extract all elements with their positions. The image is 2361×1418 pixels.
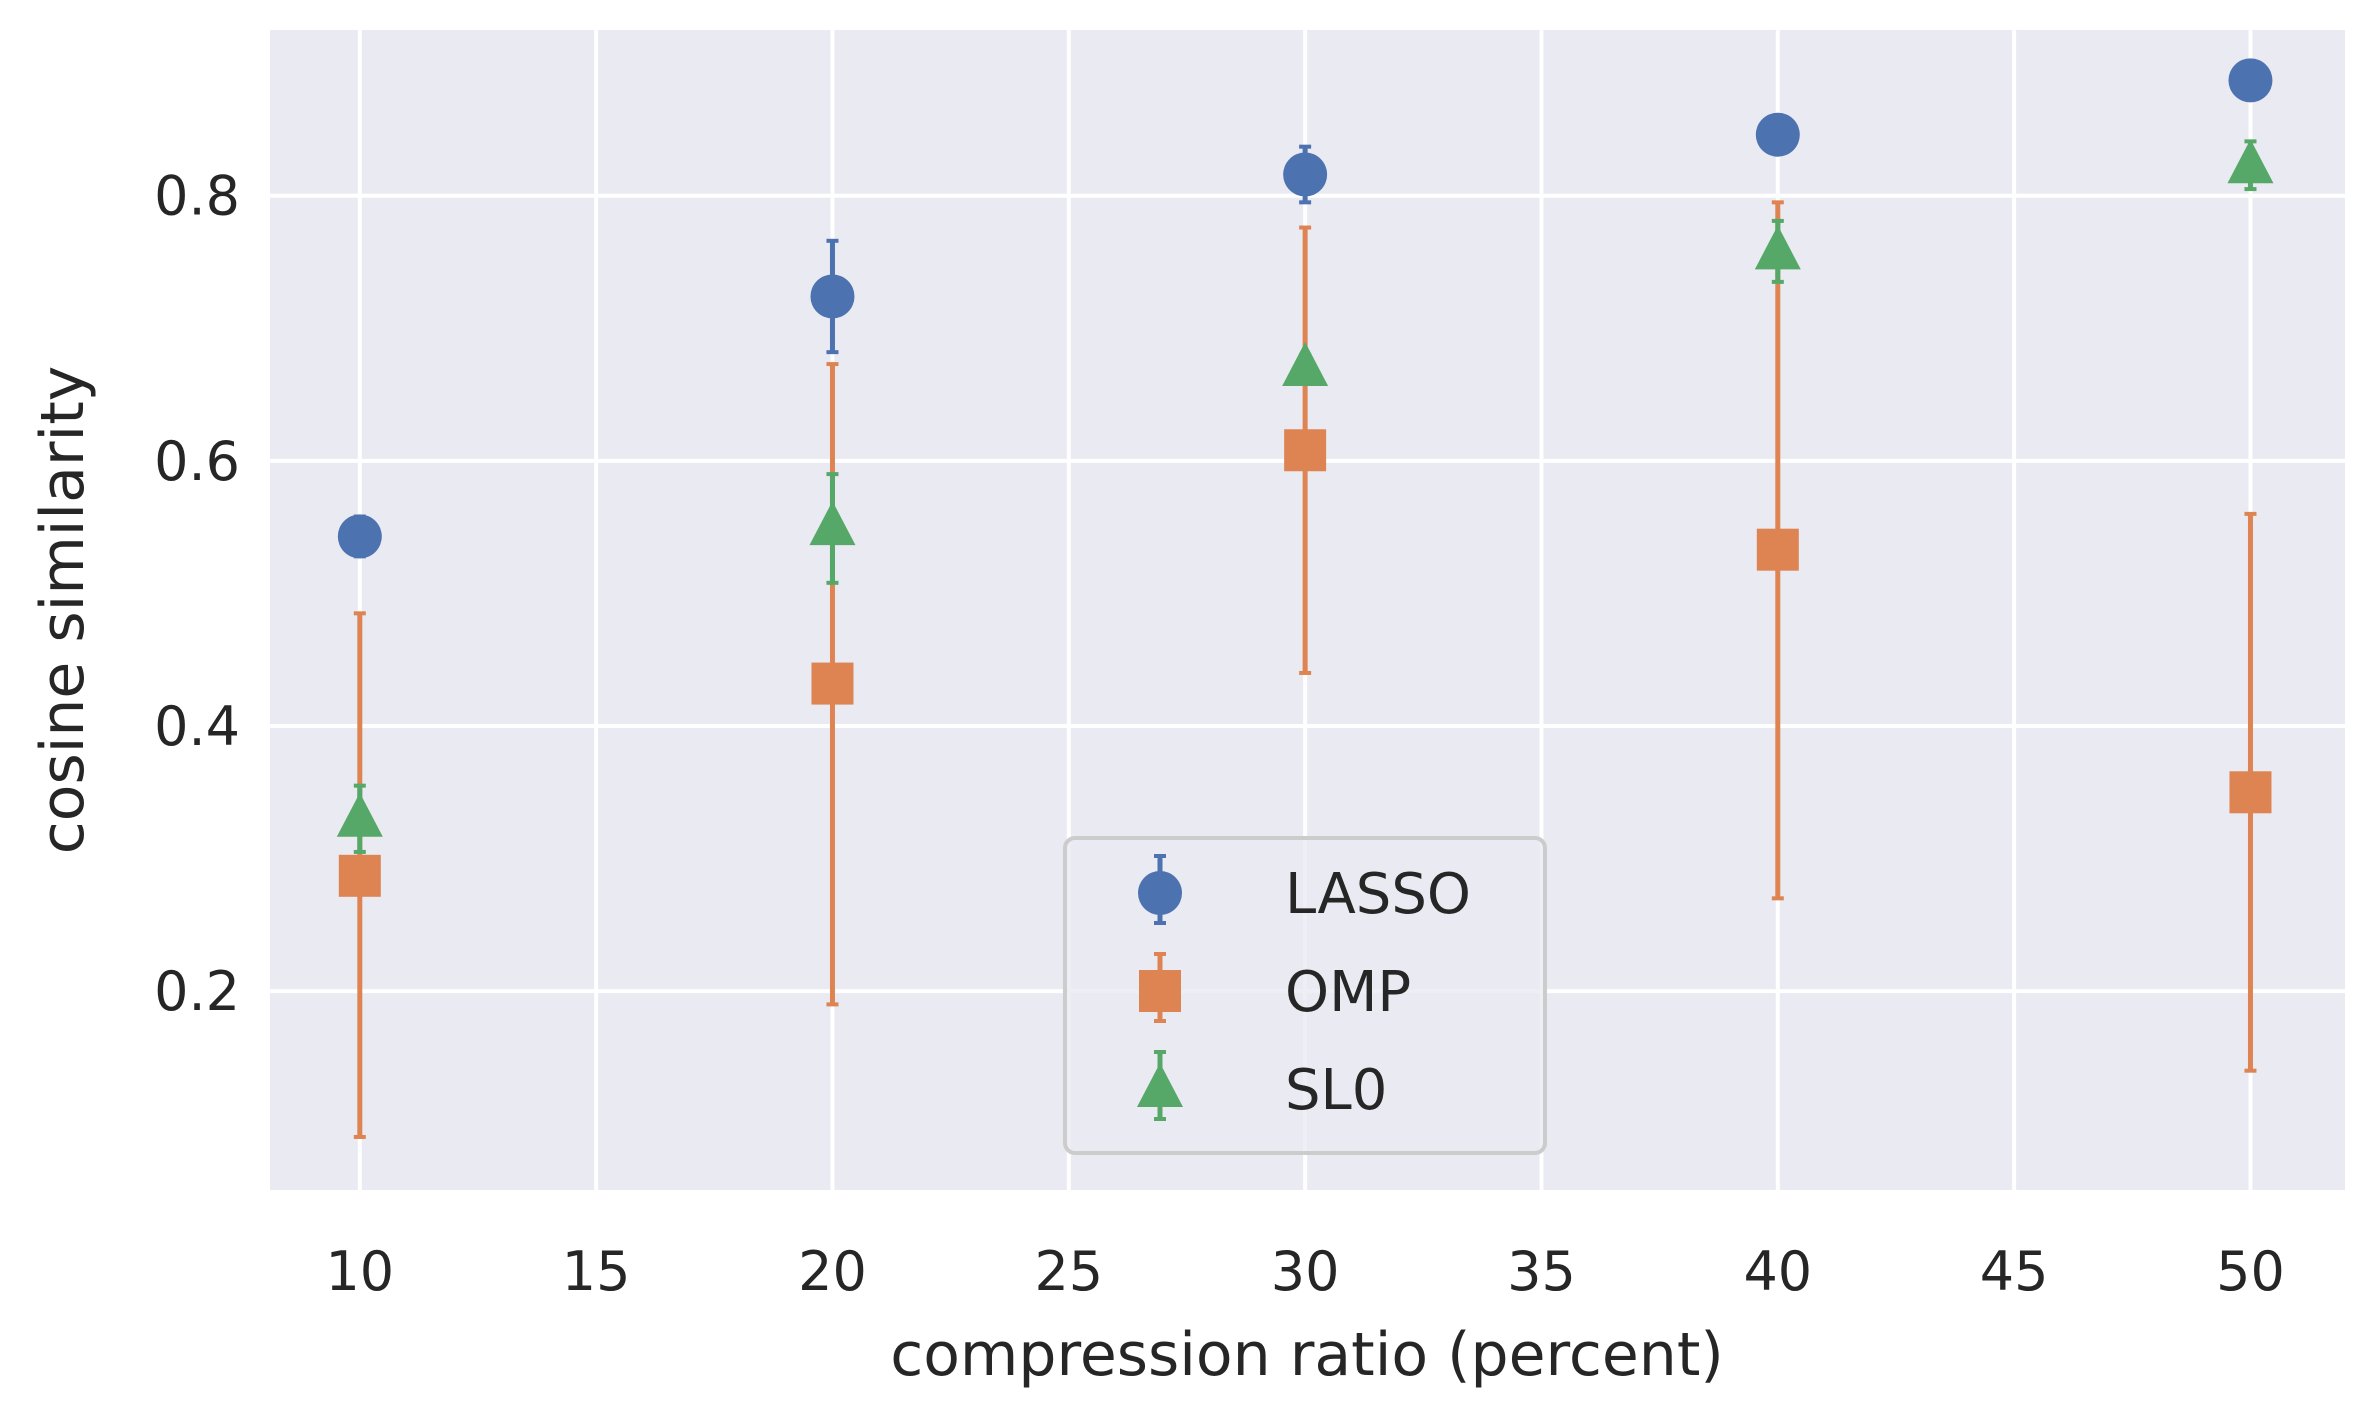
markers-omp xyxy=(338,429,2272,897)
y-tick-label: 0.4 xyxy=(154,695,240,758)
x-tick-label: 30 xyxy=(1271,1240,1340,1303)
legend: LASSO OMP SL0 xyxy=(1063,836,1547,1155)
data-point-lasso xyxy=(1283,152,1328,197)
y-tick-labels: 0.2 0.4 0.6 0.8 xyxy=(154,165,240,1023)
x-tick-labels: 10 15 20 25 30 35 40 45 50 xyxy=(325,1240,2284,1303)
x-tick-label: 20 xyxy=(798,1240,867,1303)
data-point-lasso xyxy=(810,274,855,319)
data-point-sl0 xyxy=(1754,225,1801,270)
legend-item-sl0: SL0 xyxy=(1137,1050,1387,1123)
x-axis-label: compression ratio (percent) xyxy=(890,1320,1724,1390)
legend-label: SL0 xyxy=(1285,1058,1387,1123)
x-tick-label: 50 xyxy=(2216,1240,2285,1303)
data-point-omp xyxy=(338,854,381,897)
y-tick-label: 0.2 xyxy=(154,960,240,1023)
data-point-omp xyxy=(811,662,854,705)
legend-marker xyxy=(1139,970,1181,1012)
data-point-omp xyxy=(2229,771,2272,814)
data-point-sl0 xyxy=(809,501,856,546)
legend-item-lasso: LASSO xyxy=(1138,854,1471,927)
data-point-lasso xyxy=(2228,58,2273,103)
data-point-sl0 xyxy=(1282,342,1329,387)
series-layer xyxy=(336,58,2274,1139)
y-axis-label: cosine similarity xyxy=(28,366,98,855)
legend-marker xyxy=(1138,871,1182,915)
data-point-lasso xyxy=(1755,112,1800,157)
x-tick-label: 10 xyxy=(325,1240,394,1303)
data-point-sl0 xyxy=(2227,139,2274,184)
data-point-lasso xyxy=(337,514,382,559)
data-point-omp xyxy=(1284,429,1327,472)
markers-lasso xyxy=(337,58,2273,559)
legend-items: LASSO OMP SL0 xyxy=(1137,854,1471,1123)
x-tick-label: 25 xyxy=(1034,1240,1103,1303)
data-point-sl0 xyxy=(336,792,383,837)
markers-sl0 xyxy=(336,139,2274,837)
legend-item-omp: OMP xyxy=(1139,952,1411,1025)
legend-label: OMP xyxy=(1285,960,1411,1025)
data-point-omp xyxy=(1756,528,1799,571)
legend-label: LASSO xyxy=(1285,862,1471,927)
x-tick-label: 15 xyxy=(562,1240,631,1303)
y-tick-label: 0.8 xyxy=(154,165,240,228)
legend-marker xyxy=(1137,1063,1183,1107)
legend-box xyxy=(1063,836,1547,1155)
x-tick-label: 45 xyxy=(1980,1240,2049,1303)
x-tick-label: 35 xyxy=(1507,1240,1576,1303)
x-tick-label: 40 xyxy=(1743,1240,1812,1303)
y-tick-label: 0.6 xyxy=(154,430,240,493)
